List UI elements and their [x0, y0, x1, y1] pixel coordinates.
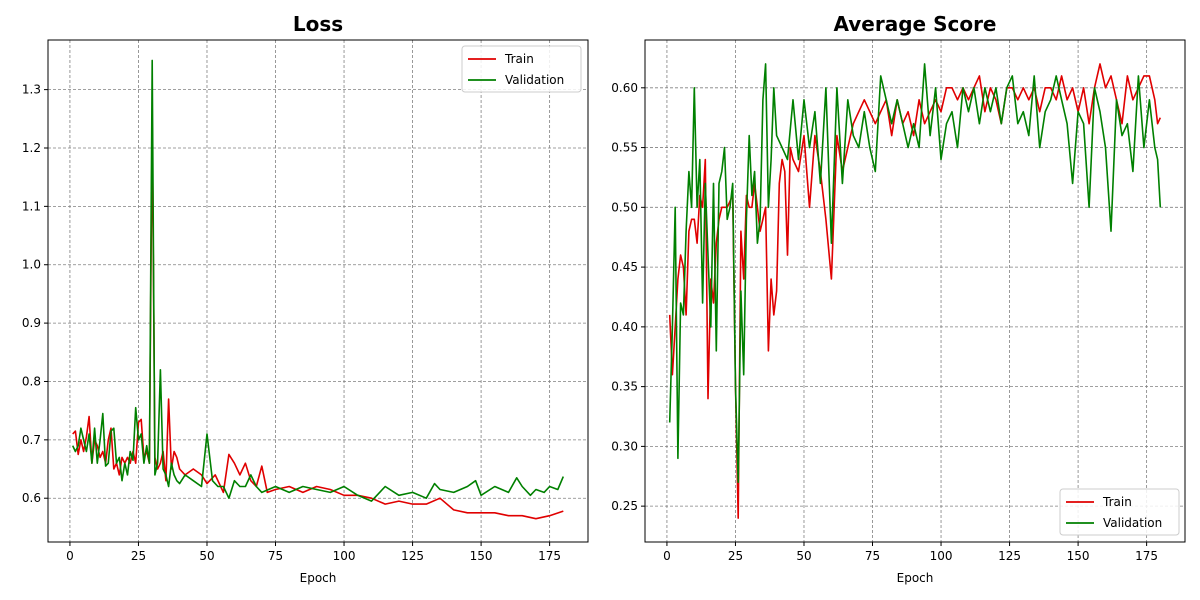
average-score-xtick-label-0: 0 [663, 549, 671, 563]
loss-xtick-label-3: 75 [268, 549, 283, 563]
average-score-xtick-label-3: 75 [865, 549, 880, 563]
average-score-xtick-label-2: 50 [796, 549, 811, 563]
average-score-ytick-label-7: 0.60 [611, 81, 638, 95]
loss-ytick-label-7: 1.3 [22, 83, 41, 97]
loss-xtick-label-0: 0 [66, 549, 74, 563]
average-score-ytick-label-4: 0.45 [611, 260, 638, 274]
average-score-xtick-label-6: 150 [1067, 549, 1090, 563]
loss-xtick-label-4: 100 [333, 549, 356, 563]
loss-ytick-label-3: 0.9 [22, 316, 41, 330]
average-score-ytick-label-1: 0.30 [611, 439, 638, 453]
loss-xtick-label-7: 175 [538, 549, 561, 563]
loss-series-train-line [72, 118, 564, 520]
loss-xtick-label-5: 125 [401, 549, 424, 563]
average-score-ytick-label-6: 0.55 [611, 141, 638, 155]
average-score-xtick-label-5: 125 [998, 549, 1021, 563]
loss-legend-label-validation: Validation [505, 73, 564, 87]
loss-chart: 0 25 50 75 100 125 150 175 0.6 0.7 0.8 0.9 1.0 1.1 1.2… [22, 39, 589, 563]
average-score-xtick-label-4: 100 [930, 549, 953, 563]
average-score-chart-xlabel: Epoch [897, 571, 934, 585]
loss-plot-frame [47, 39, 589, 543]
loss-xtick-label-1: 25 [131, 549, 146, 563]
loss-ytick-label-4: 1.0 [22, 258, 41, 272]
average-score-series-train-line [668, 63, 1162, 519]
loss-xtick-label-6: 150 [470, 549, 493, 563]
average-score-legend-label-train: Train [1102, 495, 1132, 509]
loss-chart-xlabel: Epoch [300, 571, 337, 585]
average-score-ytick-label-5: 0.50 [611, 200, 638, 214]
average-score-legend-label-validation: Validation [1103, 516, 1162, 530]
average-score-chart: 0 25 50 75 100 125 150 175 0.25 0.30 0.35 0.40 0.45 0… [611, 39, 1186, 563]
average-score-plot-frame [644, 39, 1186, 543]
loss-legend-label-train: Train [504, 52, 534, 66]
loss-ytick-label-1: 0.7 [22, 433, 41, 447]
average-score-ytick-label-2: 0.35 [611, 380, 638, 394]
loss-ytick-label-0: 0.6 [22, 491, 41, 505]
loss-chart-title: Loss [293, 12, 343, 36]
loss-xtick-label-2: 50 [199, 549, 214, 563]
loss-ytick-label-2: 0.8 [22, 374, 41, 388]
average-score-ytick-label-3: 0.40 [611, 320, 638, 334]
average-score-chart-title: Average Score [834, 12, 997, 36]
average-score-xtick-label-7: 175 [1135, 549, 1158, 563]
average-score-ytick-label-0: 0.25 [611, 499, 638, 513]
average-score-series-validation-line [668, 63, 1162, 484]
loss-series-validation-line [71, 59, 565, 502]
loss-ytick-label-6: 1.2 [22, 141, 41, 155]
average-score-xtick-label-1: 25 [728, 549, 743, 563]
loss-ytick-label-5: 1.1 [22, 199, 41, 213]
